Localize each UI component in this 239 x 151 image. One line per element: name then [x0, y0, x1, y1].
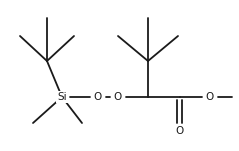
Text: O: O [206, 92, 214, 102]
Text: O: O [114, 92, 122, 102]
Text: O: O [94, 92, 102, 102]
Text: O: O [176, 126, 184, 136]
Text: Si: Si [57, 92, 67, 102]
